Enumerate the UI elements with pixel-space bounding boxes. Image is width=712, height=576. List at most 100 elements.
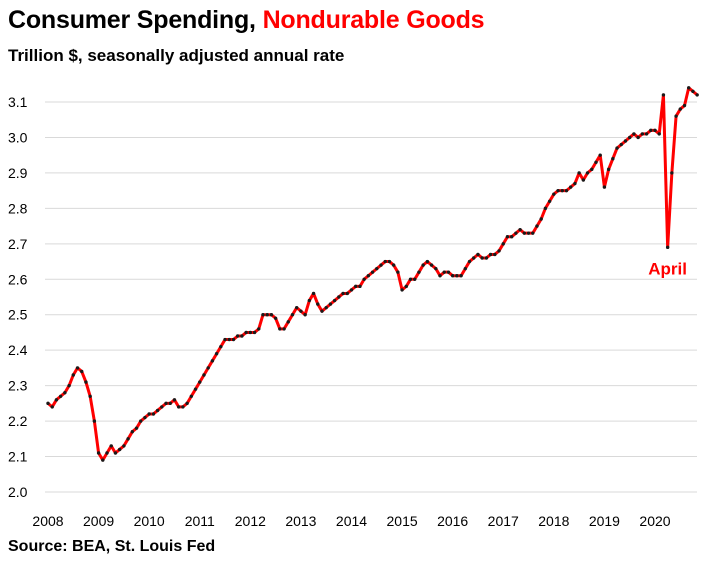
data-point (493, 252, 497, 257)
data-point (598, 153, 602, 157)
data-point (130, 430, 135, 434)
data-point (657, 132, 661, 136)
data-point (160, 405, 164, 409)
data-point (202, 373, 206, 377)
data-point (535, 224, 539, 228)
data-point (366, 274, 371, 278)
data-point (185, 401, 189, 406)
data-point (181, 405, 185, 409)
y-tick-label: 2.0 (8, 484, 28, 500)
data-point (577, 171, 581, 175)
data-point (678, 107, 682, 111)
data-point (459, 274, 463, 278)
data-point (682, 103, 687, 108)
data-point (278, 327, 282, 331)
data-point (96, 451, 101, 455)
x-tick-label: 2008 (32, 513, 63, 529)
gridlines (45, 101, 697, 493)
data-point (472, 256, 476, 260)
data-point (556, 188, 560, 193)
data-point (235, 334, 240, 338)
data-point (252, 330, 257, 335)
x-axis-labels: 2008 2009 2010 2011 2012 2013 2014 2015 2016 2017… (32, 513, 670, 529)
data-point (568, 185, 573, 189)
data-point (539, 217, 543, 221)
data-point (172, 398, 177, 402)
data-point (295, 305, 299, 310)
data-point (425, 259, 430, 264)
data-point (257, 327, 261, 331)
data-point (46, 401, 50, 406)
data-point (404, 284, 408, 289)
data-point (193, 387, 198, 391)
data-point (408, 277, 413, 281)
data-point (421, 263, 425, 267)
data-point (488, 252, 493, 257)
data-point (147, 412, 151, 416)
data-point (463, 266, 468, 271)
chart-title-main: Consumer Spending, (8, 6, 256, 34)
data-point (122, 444, 126, 448)
data-point (560, 188, 564, 193)
series-line (46, 86, 699, 462)
data-point (303, 313, 307, 317)
data-point (354, 284, 358, 289)
data-point (455, 274, 459, 278)
y-tick-label: 2.8 (8, 200, 28, 216)
data-point (92, 419, 97, 423)
data-point (514, 231, 518, 235)
data-point (552, 192, 556, 196)
data-point (383, 259, 387, 264)
data-point (543, 206, 548, 211)
data-point (273, 316, 278, 320)
data-point (674, 114, 678, 118)
data-point (227, 337, 231, 342)
x-tick-label: 2019 (589, 513, 620, 529)
data-point (50, 405, 54, 409)
data-point (151, 412, 156, 416)
data-point (155, 408, 160, 413)
data-point (564, 188, 569, 193)
data-point (442, 270, 446, 274)
x-tick-label: 2014 (336, 513, 367, 529)
data-point (531, 231, 535, 235)
data-point (602, 185, 607, 189)
data-point (467, 259, 472, 264)
data-point (370, 270, 375, 274)
y-tick-label: 3.1 (8, 94, 28, 110)
data-point (299, 309, 303, 313)
data-point (636, 135, 640, 140)
data-point (509, 235, 514, 239)
data-point (126, 437, 130, 441)
y-tick-label: 2.7 (8, 236, 28, 252)
y-axis-labels: 2.0 2.1 2.2 2.3 2.4 2.5 2.6 2.7 2.8 2.9 3.0 3.1 (8, 94, 28, 500)
data-point (219, 344, 223, 349)
data-point (417, 270, 421, 274)
data-point (391, 263, 396, 267)
data-point (164, 401, 168, 406)
x-tick-label: 2012 (235, 513, 266, 529)
data-point (501, 242, 505, 246)
data-point (497, 249, 501, 253)
data-point (615, 146, 619, 150)
data-point (80, 369, 84, 374)
data-point (337, 295, 341, 299)
data-point (687, 86, 691, 90)
data-point (653, 128, 657, 133)
data-point (623, 139, 628, 143)
data-point (54, 398, 59, 402)
data-point (518, 227, 522, 232)
data-point (286, 320, 290, 324)
y-tick-label: 2.9 (8, 165, 28, 181)
data-point (75, 366, 80, 370)
data-point (375, 266, 379, 271)
data-point (109, 444, 113, 448)
data-point (176, 405, 181, 409)
series-nondurable-goods (46, 86, 699, 462)
y-tick-label: 2.6 (8, 271, 28, 287)
data-point (413, 277, 417, 281)
data-point (628, 135, 632, 140)
annotations: April (648, 259, 687, 278)
data-point (231, 337, 236, 342)
